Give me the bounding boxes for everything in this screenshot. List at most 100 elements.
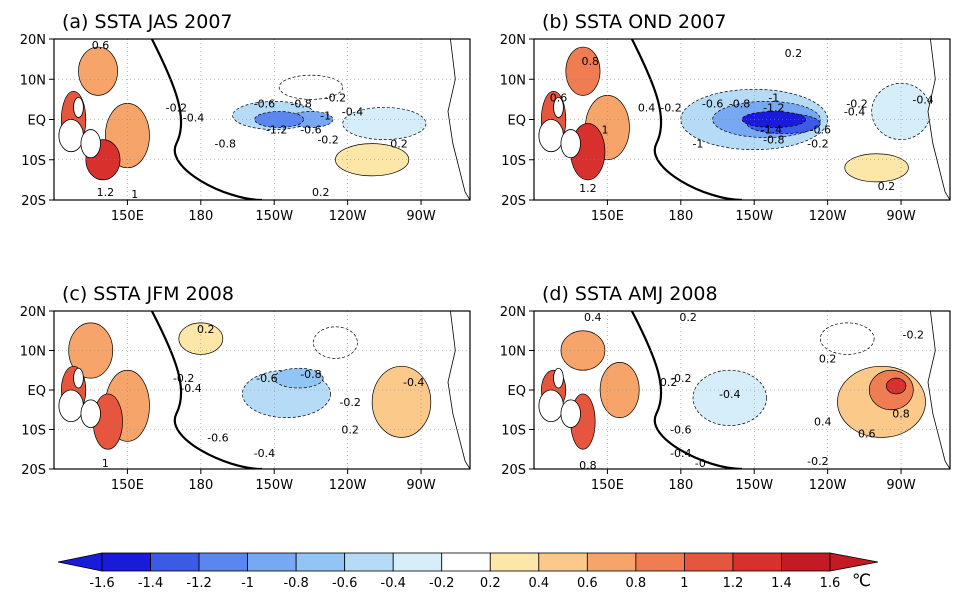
contour-label: 0.2 [341,424,359,437]
contour-label: -0.2 [807,455,828,468]
contour-label: -0.4 [183,111,204,124]
contour-label: -0.6 [670,424,691,437]
contour-label: 0.2 [679,311,697,324]
lon-tick-label: 150E [111,209,144,224]
anomaly-patch [278,74,344,100]
contour-label: -0.2 [325,91,346,104]
gridlines [54,311,470,469]
land-shape [58,119,84,153]
colorbar-swatch [538,552,588,572]
land-shape [58,389,84,423]
colorbar-swatch [489,552,540,572]
contour-label: 0.4 [814,416,832,429]
anomaly-patch [78,46,118,96]
colorbar-swatch [150,552,200,572]
zero-contour [150,39,263,200]
lon-tick-label: 120W [329,209,367,224]
colorbar-tick-label: 1.6 [820,576,841,591]
gridlines [534,39,950,200]
lat-tick-label: 20N [500,305,526,320]
land-shape [560,129,581,159]
lon-tick-label: 120W [329,478,367,493]
contour-label: 0.6 [858,427,876,440]
colorbar-tick-label: -0.8 [283,576,308,591]
colorbar-swatch [441,552,491,572]
contour-label: -1 [320,109,331,122]
colorbar-tick-label: -0.4 [381,576,406,591]
gridlines [54,39,470,200]
land-shape [538,119,564,153]
contour-label: -0.8 [215,138,236,151]
anomaly-patch [313,326,358,359]
lat-tick-label: 20S [21,194,46,209]
lon-tick-label: 90W [406,478,436,493]
colorbar-tick-label: -1 [241,576,254,591]
contour-label: -1.4 [761,124,782,137]
land-shape [80,399,101,428]
contour-label: 0.2 [312,186,330,199]
contour-label: 1 [102,457,109,470]
sst-field: 0.20.80.6-0.20.4 -0.6 -0.8 -1-1.2 -0.2-0.4-0… [534,39,950,200]
land-shape [80,129,101,159]
zero-contour [630,311,743,469]
contour-label: 0.6 [550,91,568,104]
contour-label: -0.2 [173,372,194,385]
contour-label: -0.6 [810,124,831,137]
lon-tick-label: 150E [591,478,624,493]
sst-field: 0.6-0.6 -0.8 -0.2-0.4-0.2-0.4-1.2 -0.6-1-0.… [54,39,470,200]
colorbar-tick-label: -0.2 [429,576,454,591]
colorbar-tick-label: -1.6 [89,576,114,591]
contour-label: -0.6 [702,97,723,110]
colorbar-swatch [781,552,831,572]
lon-tick-label: 150W [735,478,773,493]
colorbar-tick-label: 0.4 [528,576,549,591]
anomaly-patch [254,111,304,128]
contour-label: -0.8 [300,368,321,381]
lon-tick-label: 90W [886,209,916,224]
anomaly-patch [342,107,427,140]
contour-label: -0.2 [339,396,360,409]
colorbar-swatch [586,552,637,572]
contour-label: -0.8 [729,97,750,110]
anomaly-patch [741,111,806,128]
lat-tick-label: 20S [501,194,526,209]
contour-label: -0.6 [256,372,277,385]
contour-label: -0.4 [180,382,201,395]
contour-label: -0.8 [290,97,311,110]
contour-label: -0.4 [342,105,363,118]
colorbar-tick-label: 1.4 [771,576,792,591]
contour-label: -0.6 [207,431,228,444]
contour-label: -0.2 [317,134,338,147]
land-shape [553,96,564,118]
lon-tick-label: 150E [111,478,144,493]
colorbar-swatch [247,552,297,572]
contour-label: 0.4 [584,311,602,324]
contour-label: 0.2 [878,180,896,193]
anomaly-patch [371,365,432,438]
lon-tick-label: 150W [255,478,293,493]
contour-label: -0.2 [670,372,691,385]
contour-label: 0.8 [582,55,600,68]
lat-tick-label: 20S [21,463,46,478]
lon-tick-label: 150W [255,209,293,224]
contour-label: 0.8 [892,408,910,421]
panel-title: (a) SSTA JAS 2007 [62,11,233,33]
contour-label: -0.2 [807,138,828,151]
gridlines [534,311,950,469]
colorbar-swatch [732,552,782,572]
colorbar-tick-label: 0.6 [577,576,598,591]
lat-tick-label: EQ [508,384,526,399]
lon-tick-label: 90W [406,209,436,224]
panel-title: (b) SSTA OND 2007 [542,11,726,33]
lon-tick-label: 120W [809,209,847,224]
colorbar-tick-label: -0.6 [332,576,357,591]
anomaly-patch [335,143,410,177]
contour-label: 0.2 [660,376,678,389]
lat-tick-label: 20N [20,33,46,48]
contour-label: 1 [601,124,608,137]
colorbar-tick-label: 1.2 [723,576,744,591]
